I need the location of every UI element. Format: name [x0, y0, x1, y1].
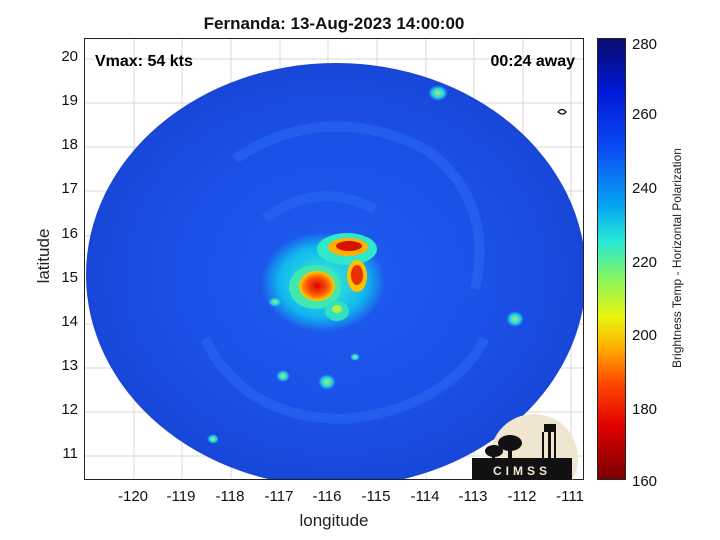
convective-spots — [207, 85, 524, 444]
y-tick: 17 — [61, 180, 78, 197]
colorbar-tick: 180 — [632, 401, 658, 418]
x-tick: -118 — [215, 488, 245, 505]
y-tick: 15 — [61, 269, 78, 286]
x-tick: -114 — [410, 488, 440, 505]
vmax-label: Vmax: 54 kts — [95, 53, 193, 70]
x-tick: -112 — [507, 488, 537, 505]
colorbar-tick: 200 — [632, 327, 658, 344]
y-tick: 16 — [61, 225, 78, 242]
satellite-map-panel: Vmax: 54 kts 00:24 away — [84, 38, 584, 480]
y-tick: 14 — [61, 313, 78, 330]
time-away-label: 00:24 away — [490, 53, 575, 70]
y-tick: 18 — [61, 136, 78, 153]
y-tick: 20 — [61, 48, 78, 65]
y-tick: 12 — [61, 401, 78, 418]
x-tick: -117 — [264, 488, 294, 505]
colorbar-label: Brightness Temp - Horizontal Polarizatio… — [670, 148, 684, 368]
brightness-temp-image — [85, 39, 583, 479]
x-tick: -119 — [166, 488, 196, 505]
cimss-logo: CIMSS — [472, 414, 578, 480]
y-tick: 11 — [62, 445, 78, 462]
colorbar-tick: 280 — [632, 36, 658, 53]
y-axis-label: latitude — [34, 228, 53, 284]
colorbar — [597, 38, 626, 480]
colorbar-tick: 220 — [632, 254, 658, 271]
colorbar-tick: 240 — [632, 180, 658, 197]
x-tick: -113 — [458, 488, 488, 505]
storm-core — [261, 232, 385, 332]
x-tick: -111 — [556, 488, 584, 505]
colorbar-tick: 260 — [632, 106, 658, 123]
x-tick: -115 — [361, 488, 391, 505]
island-outline — [557, 108, 567, 115]
map-title: Fernanda: 13-Aug-2023 14:00:00 — [203, 14, 465, 33]
x-tick: -120 — [117, 488, 149, 505]
y-tick: 13 — [61, 357, 78, 374]
logo-text: CIMSS — [493, 464, 551, 478]
y-tick: 19 — [61, 92, 78, 109]
colorbar-tick: 160 — [632, 473, 658, 490]
x-tick: -116 — [312, 488, 342, 505]
x-axis-label: longitude — [299, 511, 369, 530]
